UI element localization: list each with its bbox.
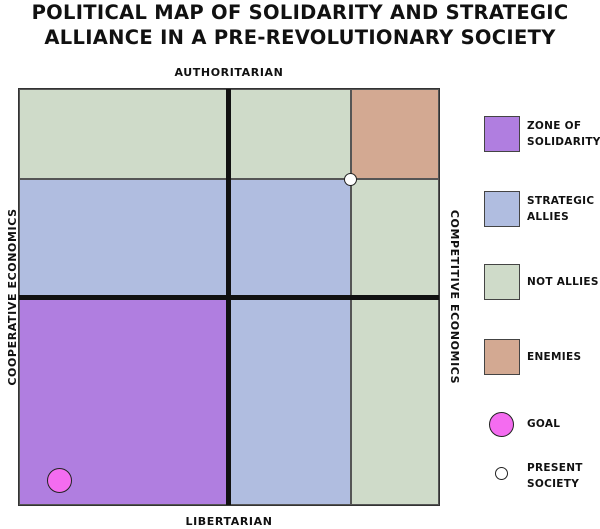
title-line-1: POLITICAL MAP OF SOLIDARITY AND STRATEGI… — [31, 1, 569, 24]
present-swatch-icon — [495, 467, 508, 480]
legend-text: STRATEGIC — [527, 195, 595, 207]
enemies-swatch — [484, 339, 520, 375]
legend-text: SOLIDARITY — [527, 136, 600, 148]
cell-upper-competitive — [351, 179, 439, 297]
cell-authoritarian-mixed — [228, 89, 351, 179]
goal-swatch-icon — [489, 412, 514, 437]
diagram-title: POLITICAL MAP OF SOLIDARITY AND STRATEGI… — [0, 0, 600, 50]
title-line-2: ALLIANCE IN A PRE-REVOLUTIONARY SOCIETY — [44, 26, 556, 49]
legend: ZONE OF SOLIDARITY STRATEGIC ALLIES NOT … — [484, 0, 600, 529]
legend-label-goal: GOAL — [527, 416, 560, 432]
legend-label-present: PRESENT SOCIETY — [527, 460, 583, 492]
legend-text: ENEMIES — [527, 351, 582, 363]
legend-text: GOAL — [527, 418, 561, 430]
goal-marker — [47, 468, 72, 493]
cell-upper-mixed — [228, 179, 351, 297]
legend-text: ALLIES — [527, 211, 569, 223]
not-allies-swatch — [484, 264, 520, 300]
legend-label-enemies: ENEMIES — [527, 349, 581, 365]
cell-libertarian-competitive — [351, 297, 439, 505]
legend-text: SOCIETY — [527, 478, 580, 490]
cell-authoritarian-cooperative — [19, 89, 228, 179]
legend-label-allies: STRATEGIC ALLIES — [527, 193, 594, 225]
axis-label-libertarian: LIBERTARIAN — [185, 515, 273, 528]
legend-text: NOT ALLIES — [527, 276, 599, 288]
present-society-marker — [344, 173, 357, 186]
axis-label-competitive-economics: COMPETITIVE ECONOMICS — [448, 209, 461, 385]
cell-authoritarian-competitive — [351, 89, 439, 179]
legend-label-not-allies: NOT ALLIES — [527, 274, 599, 290]
solidarity-swatch — [484, 116, 520, 152]
cell-libertarian-mixed — [228, 297, 351, 505]
legend-text: ZONE OF — [527, 120, 582, 132]
axis-label-authoritarian: AUTHORITARIAN — [174, 66, 284, 79]
legend-text: PRESENT — [527, 462, 583, 474]
legend-label-solidarity: ZONE OF SOLIDARITY — [527, 118, 600, 150]
political-map-grid — [18, 88, 440, 506]
cell-upper-cooperative — [19, 179, 228, 297]
horizontal-divider — [19, 295, 439, 300]
allies-swatch — [484, 191, 520, 227]
